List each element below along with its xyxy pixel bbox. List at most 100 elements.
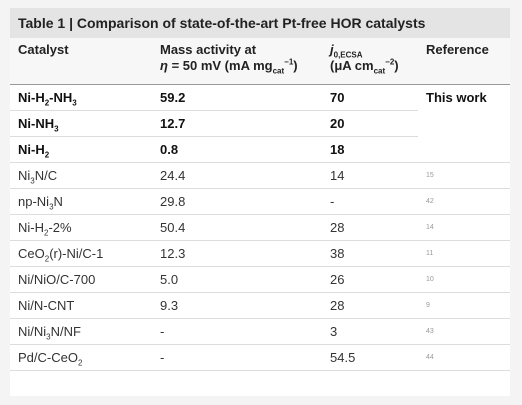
catalyst-cell: Ni/N-CNT <box>10 292 152 319</box>
superscript: −2 <box>385 57 395 67</box>
text: Catalyst <box>18 42 69 57</box>
catalyst-cell: Pd/C-CeO2 <box>10 344 152 371</box>
catalyst-cell: Ni-NH3 <box>10 110 152 137</box>
table-cell: 10 <box>418 266 510 293</box>
text: CeO <box>18 246 45 261</box>
header-line: Reference <box>426 42 504 58</box>
subscript: 3 <box>72 98 77 108</box>
table-cell: 50.4 <box>152 214 322 241</box>
table-cell: 5.0 <box>152 266 322 293</box>
table-cell: 18 <box>322 136 418 163</box>
table-row: Pd/C-CeO2-54.5 44 <box>10 344 510 371</box>
table-row: Ni/NiO/C-700 5.0 26 10 <box>10 266 510 293</box>
table-row: Ni-H2-NH3 59.2 70 This work <box>10 84 510 163</box>
table-cell: 24.4 <box>152 162 322 189</box>
header-line: j0,ECSA <box>330 42 412 60</box>
catalyst-cell: CeO2(r)-Ni/C-1 <box>10 240 152 267</box>
catalyst-cell: np-Ni3N <box>10 188 152 215</box>
subscript: 3 <box>46 332 51 342</box>
table-cell: 28 <box>322 292 418 319</box>
subscript: 3 <box>54 124 59 134</box>
table-cell: 11 <box>418 240 510 267</box>
table-cell: 42 <box>418 188 510 215</box>
table-row: Ni-H2 0.8 18 <box>10 136 510 163</box>
table-cell: 59.2 <box>152 84 322 111</box>
catalyst-cell: Ni/NiO/C-700 <box>10 266 152 293</box>
text: Ni-H <box>18 90 45 105</box>
table-cell: 38 <box>322 240 418 267</box>
subscript: 2 <box>44 228 49 238</box>
text: ) <box>394 58 399 73</box>
table: Catalyst Mass activity at η = 50 mV (mA mg… <box>10 38 510 371</box>
catalyst-cell: Ni3N/C <box>10 162 152 189</box>
table-row: np-Ni3N 29.8-42 <box>10 188 510 215</box>
table-cell: 9 <box>418 292 510 319</box>
table-cell: - <box>152 318 322 345</box>
table-cell: 29.8 <box>152 188 322 215</box>
table-cell: This work <box>418 84 510 163</box>
table-row: Ni-H2-2% 50.4 28 14 <box>10 214 510 241</box>
table-row: Ni/Ni3N/NF -3 43 <box>10 318 510 345</box>
table-title: Table 1 | Comparison of state-of-the-art… <box>10 8 510 38</box>
table-row: Ni-NH3 12.7 20 <box>10 110 510 137</box>
subscript: cat <box>373 66 386 76</box>
table-cell: 54.5 <box>322 344 418 371</box>
text: (μA cm <box>330 58 374 73</box>
subscript: 2 <box>44 150 50 160</box>
table-cell: 28 <box>322 214 418 241</box>
subscript: 3 <box>30 176 35 186</box>
table-cell: 15 <box>418 162 510 189</box>
header-line: (μA cmcat−2) <box>330 57 412 76</box>
table-panel: Table 1 | Comparison of state-of-the-art… <box>10 8 510 396</box>
text: (r)-Ni/C-1 <box>49 246 104 261</box>
subscript: cat <box>272 66 285 76</box>
catalyst-cell: Ni-H2-2% <box>10 214 152 241</box>
text: Pd/C-CeO <box>18 350 78 365</box>
subscript: 2 <box>44 98 50 108</box>
text: Ni-H <box>18 142 45 157</box>
table-cell: 9.3 <box>152 292 322 319</box>
table-cell: 44 <box>418 344 510 371</box>
table-cell: 26 <box>322 266 418 293</box>
text: N/NF <box>50 324 81 339</box>
table-cell: 14 <box>418 214 510 241</box>
text: ) <box>293 58 298 73</box>
text: -NH <box>49 90 73 105</box>
text: np-Ni <box>18 194 50 209</box>
text: Ni-H <box>18 220 44 235</box>
header-cell: Mass activity at η = 50 mV (mA mgcat−1) <box>152 38 322 85</box>
italic-text: j <box>330 42 334 57</box>
text: Reference <box>426 42 489 57</box>
italic-text: η <box>160 58 168 73</box>
header-cell: Catalyst <box>10 38 152 85</box>
table-cell: - <box>152 344 322 371</box>
table-row: Ni3N/C 24.4 14 15 <box>10 162 510 189</box>
table-cell: 43 <box>418 318 510 345</box>
catalyst-cell: Ni-H2-NH3 <box>10 84 152 111</box>
text: Ni-NH <box>18 116 55 131</box>
table-cell: 14 <box>322 162 418 189</box>
subscript: 2 <box>44 254 50 264</box>
superscript: −1 <box>284 57 294 67</box>
table-cell: 12.7 <box>152 110 322 137</box>
table-cell: 12.3 <box>152 240 322 267</box>
text: = 50 mV (mA mg <box>167 58 273 73</box>
header-cell: j0,ECSA (μA cmcat−2) <box>322 38 418 85</box>
table-cell: 0.8 <box>152 136 322 163</box>
text: -2% <box>48 220 72 235</box>
header-cell: Reference <box>418 38 510 85</box>
header-line: Catalyst <box>18 42 146 58</box>
table-body: Ni-H2-NH3 59.2 70 This work Ni-NH3 12.7 20 Ni-H… <box>10 84 510 371</box>
table-cell: 3 <box>322 318 418 345</box>
subscript: 0,ECSA <box>333 50 363 60</box>
table-row: Ni/N-CNT 9.3 28 9 <box>10 292 510 319</box>
catalyst-cell: Ni/Ni3N/NF <box>10 318 152 345</box>
header-row: Catalyst Mass activity at η = 50 mV (mA mg… <box>10 38 510 85</box>
header-line: η = 50 mV (mA mgcat−1) <box>160 57 316 76</box>
table-cell: 20 <box>322 110 418 137</box>
subscript: 2 <box>77 358 83 368</box>
table-cell: - <box>322 188 418 215</box>
catalyst-cell: Ni-H2 <box>10 136 152 163</box>
text: N <box>53 194 63 209</box>
